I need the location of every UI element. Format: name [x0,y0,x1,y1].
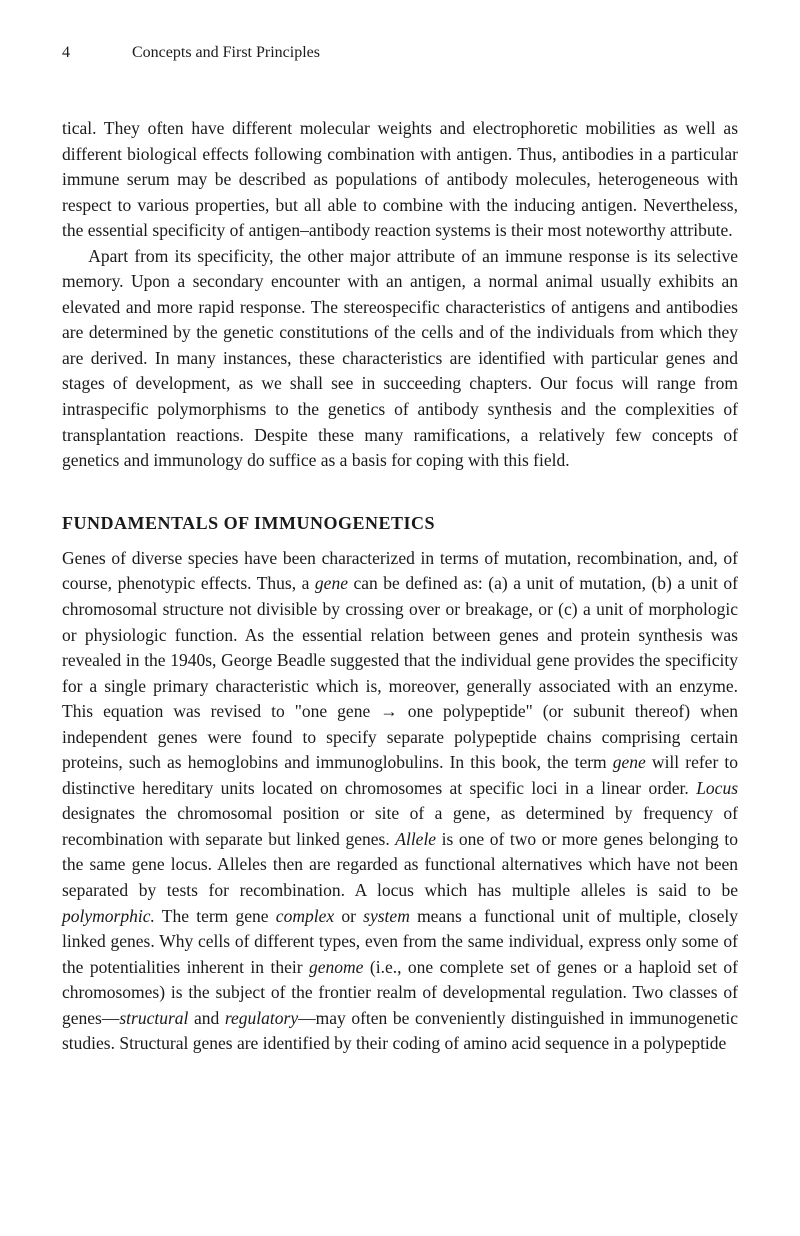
section-heading-fundamentals: FUNDAMENTALS OF IMMUNOGENETICS [62,510,738,536]
italic-complex: complex [276,906,334,926]
page-number: 4 [62,44,70,62]
italic-polymorphic: polymorphic. [62,906,155,926]
paragraph-1: tical. They often have different molecul… [62,116,738,244]
text-segment: can be defined as: (a) a unit of mutatio… [62,573,738,772]
italic-gene: gene [613,752,646,772]
italic-genome: genome [309,957,363,977]
text-segment: The term gene [155,906,276,926]
italic-gene: gene [315,573,348,593]
paragraph-2: Apart from its specificity, the other ma… [62,244,738,474]
italic-system: system [363,906,410,926]
italic-locus: Locus [696,778,738,798]
paragraph-3: Genes of diverse species have been chara… [62,546,738,1057]
italic-structural: structural [119,1008,188,1028]
body-content: tical. They often have different molecul… [62,116,738,1057]
chapter-title: Concepts and First Principles [132,44,320,62]
page-header: 4 Concepts and First Principles [62,44,738,62]
text-segment: or [334,906,363,926]
text-segment: and [188,1008,224,1028]
italic-allele: Allele [395,829,436,849]
italic-regulatory: regulatory [225,1008,298,1028]
